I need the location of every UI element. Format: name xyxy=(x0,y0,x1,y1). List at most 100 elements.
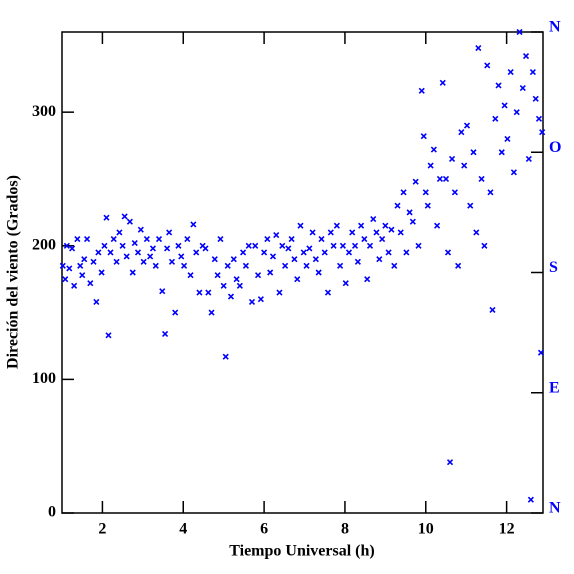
point xyxy=(400,189,407,196)
point xyxy=(327,229,334,236)
plot-frame xyxy=(61,31,544,514)
point xyxy=(415,242,422,249)
point xyxy=(159,288,166,295)
y2-tick-label: N xyxy=(549,19,561,36)
point xyxy=(193,249,200,256)
point xyxy=(222,353,229,360)
x-tick-label: 12 xyxy=(499,521,515,538)
point xyxy=(463,122,471,129)
point xyxy=(217,236,224,243)
point xyxy=(126,218,133,225)
point xyxy=(442,175,450,183)
point xyxy=(513,109,520,116)
point xyxy=(267,269,274,276)
y-tick-label: 100 xyxy=(32,370,56,387)
point xyxy=(74,236,81,243)
point xyxy=(373,229,380,236)
point xyxy=(178,253,185,260)
point xyxy=(424,202,431,209)
point xyxy=(351,242,359,249)
point xyxy=(406,209,413,216)
point xyxy=(467,202,474,209)
point xyxy=(264,236,271,243)
point xyxy=(285,245,292,252)
point xyxy=(418,87,425,94)
point xyxy=(522,52,530,60)
point xyxy=(63,242,70,249)
point xyxy=(412,178,419,185)
point xyxy=(451,189,458,196)
point xyxy=(444,249,452,256)
point xyxy=(337,262,344,269)
point xyxy=(519,85,526,92)
point xyxy=(448,155,456,162)
point xyxy=(539,129,546,136)
y-tick-label: 200 xyxy=(32,236,56,253)
point xyxy=(252,242,259,249)
point xyxy=(478,175,485,183)
point xyxy=(427,162,434,169)
point xyxy=(103,214,110,221)
point xyxy=(236,282,243,289)
y2-tick-label: N xyxy=(549,500,561,517)
point xyxy=(214,272,221,279)
point xyxy=(137,226,144,233)
point xyxy=(391,262,398,269)
point xyxy=(333,222,340,229)
point xyxy=(164,245,171,252)
point xyxy=(184,236,191,243)
y2-tick-label: O xyxy=(549,139,561,156)
point xyxy=(205,289,212,296)
point xyxy=(473,229,480,236)
point xyxy=(181,262,188,269)
point xyxy=(409,218,416,225)
point xyxy=(388,226,395,233)
point xyxy=(349,229,356,236)
point xyxy=(358,222,365,229)
point xyxy=(211,256,218,263)
point xyxy=(300,249,307,256)
point xyxy=(59,262,66,269)
point xyxy=(245,242,252,249)
y-tick-label: 0 xyxy=(48,504,56,521)
point xyxy=(110,236,117,243)
point xyxy=(79,272,86,279)
point xyxy=(312,256,319,263)
point xyxy=(69,245,76,252)
point xyxy=(394,202,401,209)
point xyxy=(93,298,100,305)
point xyxy=(172,309,179,316)
point xyxy=(507,69,514,76)
point xyxy=(101,242,108,249)
point xyxy=(131,240,138,247)
point xyxy=(481,242,488,249)
point xyxy=(83,236,91,243)
point xyxy=(77,262,84,269)
point xyxy=(230,256,237,263)
point xyxy=(529,69,536,76)
point xyxy=(187,272,194,279)
point xyxy=(208,309,215,316)
point xyxy=(385,249,392,256)
point xyxy=(98,269,105,276)
x-tick-label: 6 xyxy=(260,521,268,538)
point xyxy=(294,276,301,283)
point xyxy=(422,189,429,196)
point xyxy=(227,293,235,300)
point xyxy=(361,236,368,243)
point xyxy=(484,62,491,69)
point xyxy=(175,242,182,249)
point xyxy=(162,330,169,338)
point xyxy=(123,253,130,260)
point xyxy=(403,249,410,256)
point xyxy=(345,249,353,256)
point xyxy=(269,253,277,260)
point xyxy=(498,149,505,156)
point xyxy=(382,222,389,229)
point xyxy=(455,262,462,269)
point xyxy=(535,115,543,122)
point xyxy=(242,262,249,269)
point xyxy=(95,249,102,256)
point xyxy=(190,221,197,228)
point xyxy=(81,256,88,263)
